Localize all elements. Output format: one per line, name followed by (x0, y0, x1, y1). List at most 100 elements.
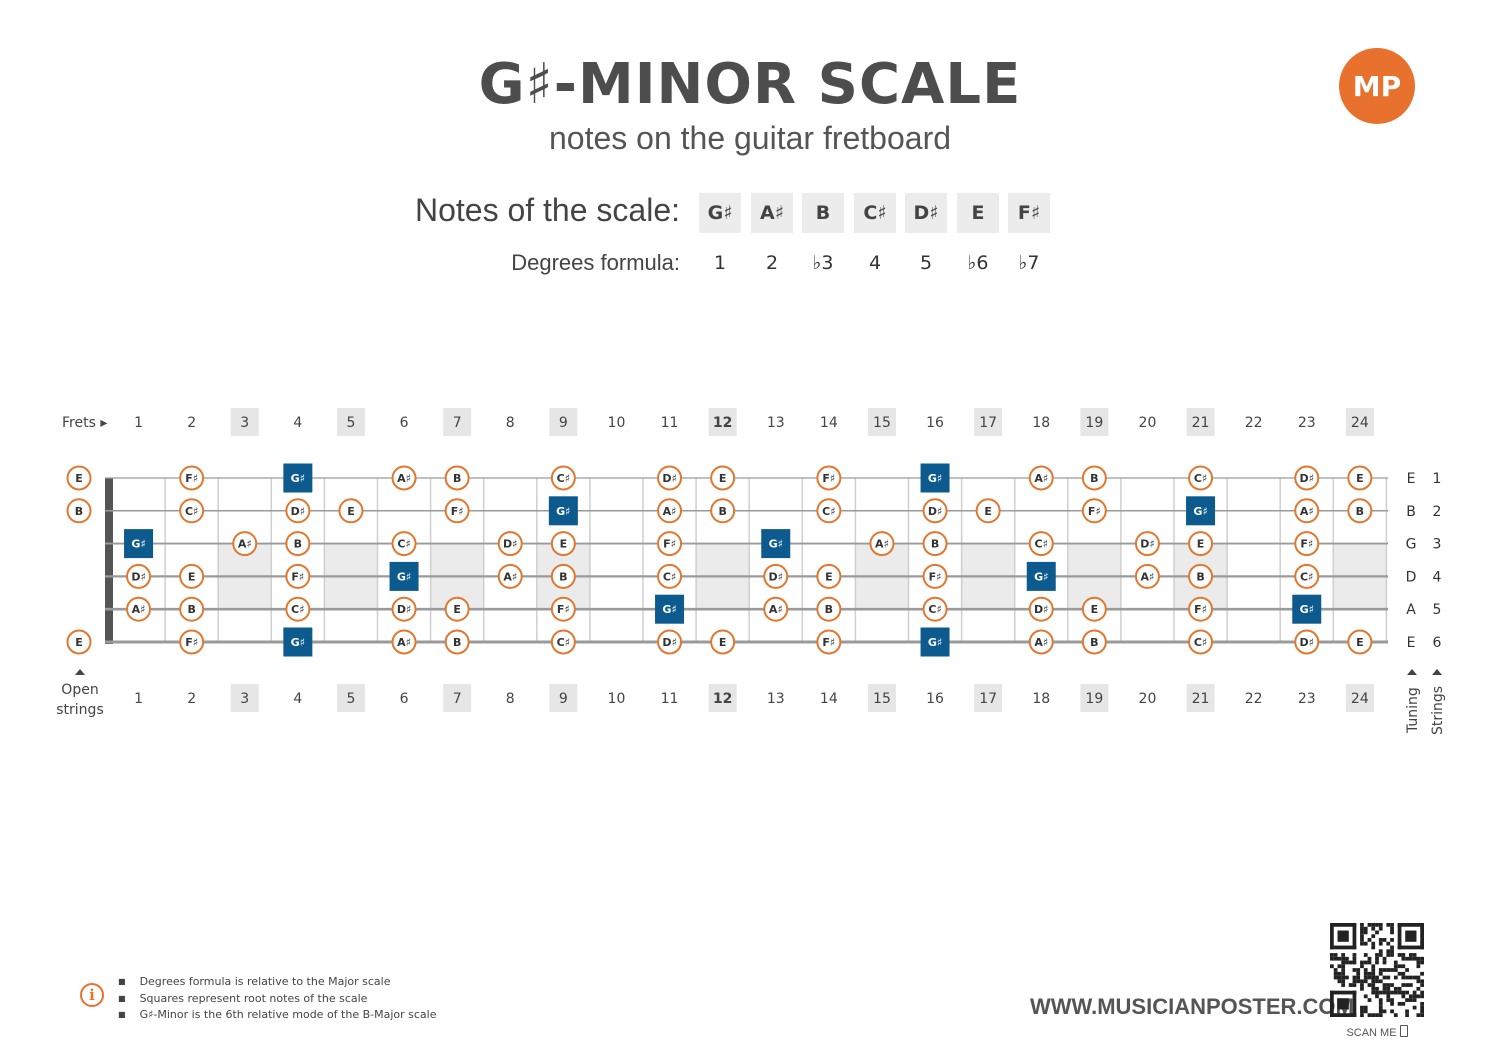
fret-note (550, 563, 576, 589)
note-label: E (75, 472, 83, 485)
note-label: F♯ (185, 472, 198, 485)
fret-note (657, 629, 683, 655)
fret-number: 18 (1032, 691, 1050, 707)
note-label: D♯ (397, 603, 411, 616)
fret-number: 18 (1032, 415, 1050, 431)
fret-number-box (549, 408, 578, 436)
note-label: A♯ (769, 603, 783, 616)
note-label: E (1356, 636, 1364, 649)
note-label: D♯ (1140, 538, 1154, 551)
note-label: D♯ (1300, 472, 1314, 485)
scale-note: F♯ (1008, 193, 1050, 233)
fret-note (1294, 498, 1320, 524)
open-string-note (66, 498, 92, 524)
scale-degree: ♭6 (967, 252, 989, 274)
fret-note (922, 531, 948, 557)
note-label: F♯ (929, 570, 942, 583)
note-label: F♯ (822, 636, 835, 649)
fret-number: 22 (1245, 691, 1263, 707)
fret-number: 8 (506, 415, 515, 431)
fret-note (657, 531, 683, 557)
open-string-note (66, 629, 92, 655)
note-label: D♯ (503, 538, 517, 551)
fret-note (1188, 629, 1214, 655)
fret-note (869, 531, 895, 557)
fret-number: 19 (1085, 691, 1103, 707)
fret-number-box (1345, 684, 1374, 712)
fret-note (1081, 498, 1107, 524)
scale-degree: 4 (868, 252, 882, 274)
website-link[interactable]: WWW.MUSICIANPOSTER.COM (1030, 994, 1354, 1019)
note-label: D♯ (1300, 636, 1314, 649)
note-label: F♯ (663, 538, 676, 551)
string-tuning: G (1406, 537, 1417, 553)
fret-note-root (1292, 594, 1322, 624)
fret-number: 8 (506, 691, 515, 707)
scale-degree: ♭7 (1018, 252, 1040, 274)
string-tuning: E (1407, 471, 1416, 487)
fret-number: 13 (767, 691, 785, 707)
fret-note (816, 629, 842, 655)
note-label: A♯ (1141, 570, 1155, 583)
note-label: F♯ (185, 636, 198, 649)
degrees-formula-label: Degrees formula: (511, 250, 680, 275)
fret-number-box (1186, 684, 1215, 712)
fret-number: 6 (400, 415, 409, 431)
fret-number-box (708, 684, 737, 712)
note-label: E (347, 505, 355, 518)
note-label: B (187, 603, 195, 616)
fret-number: 7 (453, 691, 462, 707)
note-label: B (75, 505, 83, 518)
fret-note (179, 465, 205, 491)
note-label: E (560, 538, 568, 551)
fret-note (975, 498, 1001, 524)
fret-note (710, 498, 736, 524)
note-label: B (453, 636, 461, 649)
fret-note-root (283, 627, 313, 657)
fret-number: 12 (713, 415, 732, 431)
fret-number: 13 (767, 415, 785, 431)
note-label: B (559, 570, 567, 583)
note-label: E (1356, 472, 1364, 485)
qr-code[interactable] (1330, 923, 1424, 1017)
fret-note (1081, 465, 1107, 491)
fret-number-box (336, 408, 365, 436)
fret-note (391, 629, 417, 655)
fret-number-box (443, 684, 472, 712)
fret-note (1081, 629, 1107, 655)
open-strings-label: Open (61, 682, 98, 698)
fret-number-box (336, 684, 365, 712)
fret-note (179, 563, 205, 589)
scale-degree: 1 (713, 252, 727, 274)
note-label: G♯ (556, 505, 570, 518)
fret-number: 22 (1245, 415, 1263, 431)
fret-note (285, 563, 311, 589)
fret-note (1028, 596, 1054, 622)
note-label: A♯ (397, 636, 411, 649)
fret-note (1028, 531, 1054, 557)
fret-note-root (283, 463, 313, 493)
note-label: G♯ (397, 570, 411, 583)
fret-note (1347, 465, 1373, 491)
note-label: C♯ (1300, 570, 1313, 583)
fret-note (550, 531, 576, 557)
note-label: B (1090, 636, 1098, 649)
note-label: C♯ (928, 603, 941, 616)
note-label: G♯ (291, 472, 305, 485)
fret-number-box (230, 408, 259, 436)
note-label: D♯ (131, 570, 145, 583)
note-label: E (1091, 603, 1099, 616)
string-tuning: B (1406, 504, 1416, 520)
fret-number: 4 (293, 691, 302, 707)
fret-number: 1 (134, 691, 143, 707)
fret-number: 3 (240, 415, 249, 431)
fret-number: 10 (608, 691, 626, 707)
fret-note (285, 596, 311, 622)
fret-note (657, 498, 683, 524)
fret-note (1294, 531, 1320, 557)
fret-note (126, 596, 152, 622)
fret-note (391, 596, 417, 622)
note-label: C♯ (1194, 636, 1207, 649)
note-label: B (1090, 472, 1098, 485)
fret-note (816, 465, 842, 491)
